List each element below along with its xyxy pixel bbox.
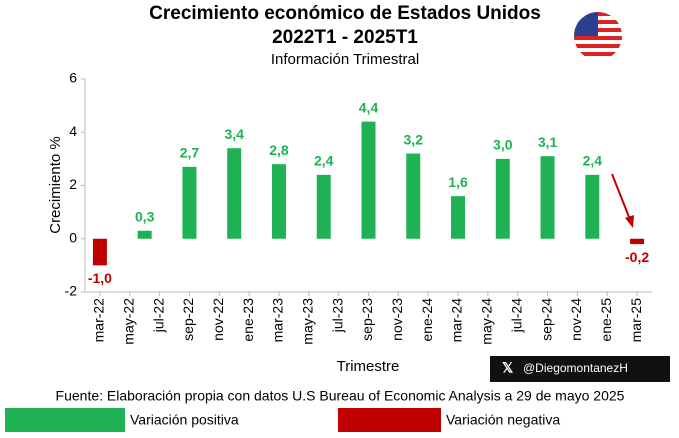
value-label: 3,0	[493, 137, 513, 153]
x-tick-label: jul-22	[150, 298, 166, 333]
bar	[227, 148, 242, 239]
x-tick-label: sep-22	[180, 298, 196, 341]
bar	[182, 166, 197, 239]
legend-label: Variación positiva	[130, 412, 239, 428]
value-label: 3,2	[404, 131, 424, 147]
value-label: 2,7	[180, 145, 200, 161]
x-tick-label: nov-24	[568, 298, 584, 341]
value-label: 1,6	[448, 174, 468, 190]
x-axis-label: Trimestre	[337, 358, 400, 375]
x-tick-label: may-22	[120, 298, 136, 345]
watermark: @DiegomontanezH	[523, 361, 628, 375]
bar	[451, 196, 466, 239]
value-label: 2,4	[583, 153, 603, 169]
y-tick-label: 0	[69, 229, 77, 245]
x-tick-label: ene-25	[598, 298, 614, 342]
x-tick-label: mar-22	[91, 298, 107, 343]
value-label: 3,1	[538, 134, 558, 150]
arrow	[611, 173, 632, 223]
y-tick-label: 4	[69, 123, 77, 139]
bar	[316, 174, 331, 239]
x-tick-label: jul-23	[329, 298, 345, 333]
bar	[585, 174, 600, 239]
legend-swatch	[5, 408, 125, 432]
chart-subtitle: Información Trimestral	[271, 51, 419, 68]
y-tick-label: 6	[69, 70, 77, 86]
us-flag	[574, 12, 622, 60]
bar	[540, 156, 555, 239]
x-tick-label: jul-24	[508, 298, 524, 333]
x-tick-label: nov-23	[389, 298, 405, 341]
bar	[361, 121, 376, 239]
value-label: 2,8	[269, 142, 289, 158]
x-tick-label: mar-23	[270, 298, 286, 343]
chart-title-line2: 2022T1 - 2025T1	[272, 27, 418, 48]
watermark-box	[490, 356, 670, 382]
bar	[137, 230, 152, 239]
value-label: -0,2	[625, 249, 649, 265]
value-label: 4,4	[359, 99, 379, 115]
value-label: 2,4	[314, 153, 334, 169]
x-tick-label: may-24	[479, 298, 495, 345]
bar	[406, 153, 421, 239]
bar	[495, 158, 510, 239]
legend-swatch	[338, 408, 441, 432]
x-tick-label: may-23	[300, 298, 316, 345]
x-tick-label: mar-25	[628, 298, 644, 343]
bar	[271, 164, 286, 239]
chart-title: Crecimiento económico de Estados Unidos	[149, 3, 541, 24]
legend-label: Variación negativa	[446, 412, 560, 428]
bar	[92, 238, 107, 266]
x-tick-label: mar-24	[449, 298, 465, 343]
x-tick-label: sep-23	[359, 298, 375, 341]
value-label: 0,3	[135, 208, 155, 224]
y-tick-label: -2	[65, 283, 78, 299]
x-tick-label: ene-24	[419, 298, 435, 342]
x-logo: 𝕏	[502, 360, 514, 376]
value-label: -1,0	[88, 270, 112, 286]
x-tick-label: nov-22	[210, 298, 226, 341]
x-tick-label: ene-23	[240, 298, 256, 342]
source: Fuente: Elaboración propia con datos U.S…	[56, 388, 625, 404]
y-axis-label: Crecimiento %	[47, 136, 64, 234]
value-label: 3,4	[224, 126, 244, 142]
arrow-head	[625, 215, 634, 228]
bar	[630, 238, 645, 245]
x-tick-label: sep-24	[538, 298, 554, 341]
y-tick-label: 2	[69, 176, 77, 192]
